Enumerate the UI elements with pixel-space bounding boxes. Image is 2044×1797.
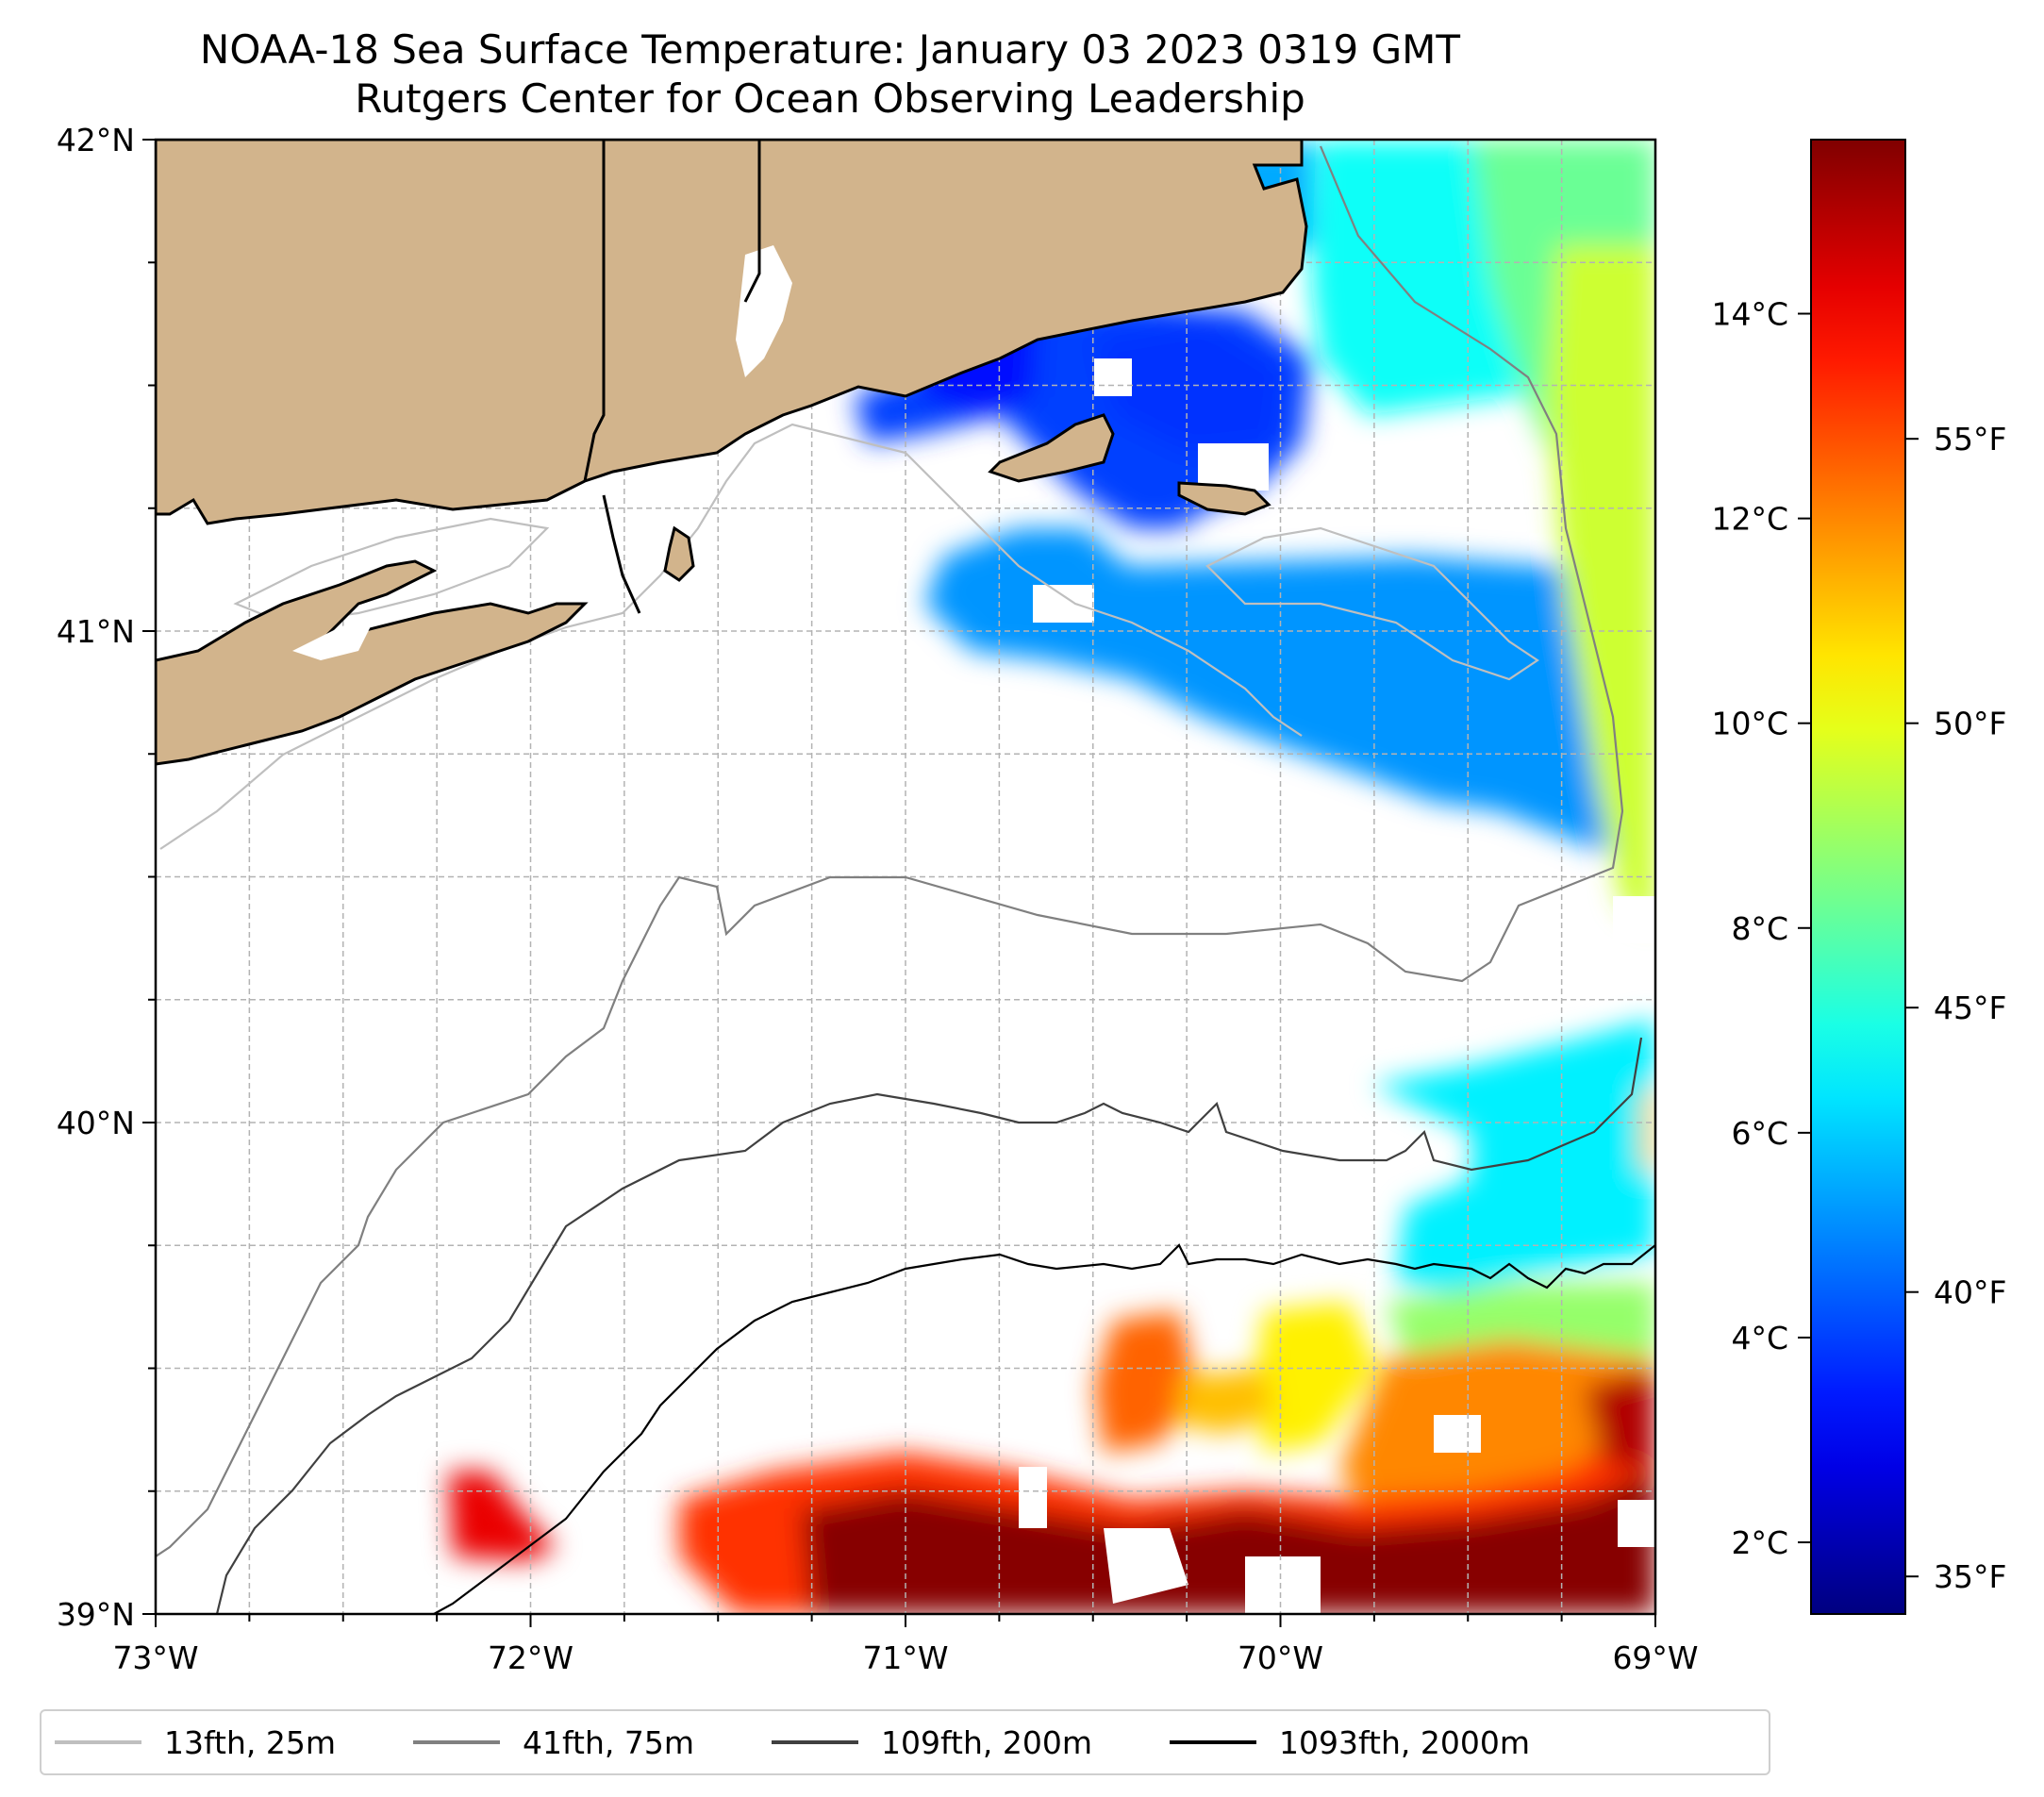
lon-tick-label: 69°W (1612, 1639, 1698, 1676)
lat-tick-label: 41°N (57, 613, 135, 650)
legend-item: 13fth, 25m (55, 1724, 336, 1761)
colorbar-celsius-ticks: 2°C 4°C 6°C 8°C 10°C 12°C 14°C (1711, 296, 1811, 1561)
cloud-gap (1033, 585, 1094, 623)
contour-200m (215, 1037, 1643, 1614)
colorbar: 2°C 4°C 6°C 8°C 10°C 12°C 14°C 35°F 40°F 45°F 50°… (1711, 139, 2006, 1615)
sst-patch (1585, 1368, 1655, 1472)
longitude-axis: 73°W 72°W 71°W 70°W 69°W (112, 1614, 1699, 1676)
colorbar-bar (1810, 139, 1906, 1615)
narragansett-bay (736, 245, 792, 377)
colorbar-f-label: 55°F (1934, 421, 2006, 458)
latitude-axis: 39°N 40°N 41°N 42°N (57, 122, 156, 1633)
colorbar-f-label: 35°F (1934, 1558, 2006, 1595)
colorbar-c-label: 2°C (1731, 1524, 1788, 1561)
figure-title: NOAA-18 Sea Surface Temperature: January… (199, 26, 1461, 73)
colorbar-f-label: 45°F (1934, 990, 2006, 1026)
sst-patch (1255, 1302, 1377, 1453)
map-and-colorbar: 73°W 72°W 71°W 70°W 69°W 39°N 40°N 41°N 42°N 2°… (57, 122, 2007, 1676)
legend: 13fth, 25m 41fth, 75m 109fth, 200m 1093fth,… (40, 1709, 1770, 1775)
land-long-island (156, 559, 589, 766)
lon-tick-label: 71°W (862, 1639, 948, 1676)
lon-tick-label: 70°W (1238, 1639, 1323, 1676)
figure-subtitle: Rutgers Center for Ocean Observing Leade… (355, 75, 1305, 122)
state-border (583, 140, 606, 482)
cloud-gaps (1019, 358, 1655, 1614)
contour-2000m (433, 1243, 1655, 1614)
legend-item: 109fth, 200m (772, 1724, 1092, 1761)
map-area (156, 140, 1655, 1614)
contour-75m (156, 145, 1624, 1557)
colorbar-c-label: 8°C (1731, 910, 1788, 947)
land (156, 140, 1308, 766)
land-marthas-vineyard (988, 413, 1115, 483)
colorbar-c-label: 4°C (1731, 1320, 1788, 1356)
contour-25m (159, 423, 1303, 850)
land-connecticut-massachusetts (156, 140, 1308, 525)
bathymetry-contours (156, 145, 1655, 1614)
land-block-island (663, 525, 695, 582)
sst-patch (924, 528, 1655, 858)
cloud-gap (1434, 1415, 1481, 1453)
lat-tick-label: 42°N (57, 122, 135, 158)
lat-tick-label: 40°N (57, 1105, 135, 1141)
peconic-bay (292, 613, 377, 660)
sst-patch (1641, 1085, 1655, 1170)
state-border (743, 140, 761, 303)
legend-item: 41fth, 75m (413, 1724, 694, 1761)
lon-tick-label: 72°W (488, 1639, 573, 1676)
sst-patch (1094, 321, 1283, 453)
lon-tick-label: 73°W (112, 1639, 198, 1676)
contour-25m (1205, 526, 1539, 681)
legend-label: 41fth, 75m (523, 1723, 694, 1761)
legend-label: 13fth, 25m (164, 1723, 336, 1761)
colorbar-f-label: 50°F (1934, 706, 2006, 742)
state-borders (583, 140, 761, 614)
colorbar-c-label: 14°C (1711, 296, 1788, 333)
cloud-gap (1613, 896, 1655, 943)
state-border (602, 494, 641, 614)
colorbar-c-label: 6°C (1731, 1115, 1788, 1152)
sst-patch (1372, 1019, 1655, 1292)
cloud-gap (1198, 443, 1269, 491)
legend-label: 109fth, 200m (881, 1723, 1092, 1761)
land-nantucket (1177, 481, 1271, 516)
colorbar-f-label: 40°F (1934, 1274, 2006, 1311)
legend-item: 1093fth, 2000m (1170, 1724, 1530, 1761)
inland-water (292, 245, 792, 660)
cloud-gap (1019, 1467, 1047, 1528)
colorbar-c-label: 12°C (1711, 501, 1788, 538)
cloud-gap (1245, 1556, 1321, 1614)
cloud-gap (1618, 1500, 1655, 1547)
legend-swatch (772, 1740, 858, 1744)
cloud-gap (1104, 1528, 1188, 1604)
lat-tick-label: 39°N (57, 1596, 135, 1633)
legend-swatch (55, 1740, 141, 1744)
sst-patch (1094, 1311, 1198, 1453)
sst-patch (448, 1472, 557, 1561)
legend-swatch (413, 1740, 500, 1744)
sst-patch (802, 1472, 1655, 1614)
colorbar-fahrenheit-ticks: 35°F 40°F 45°F 50°F 55°F (1905, 421, 2006, 1595)
colorbar-c-label: 10°C (1711, 706, 1788, 742)
cloud-gap (1094, 358, 1132, 396)
sst-patch (1179, 1368, 1273, 1434)
legend-label: 1093fth, 2000m (1279, 1723, 1530, 1761)
legend-swatch (1170, 1740, 1256, 1744)
